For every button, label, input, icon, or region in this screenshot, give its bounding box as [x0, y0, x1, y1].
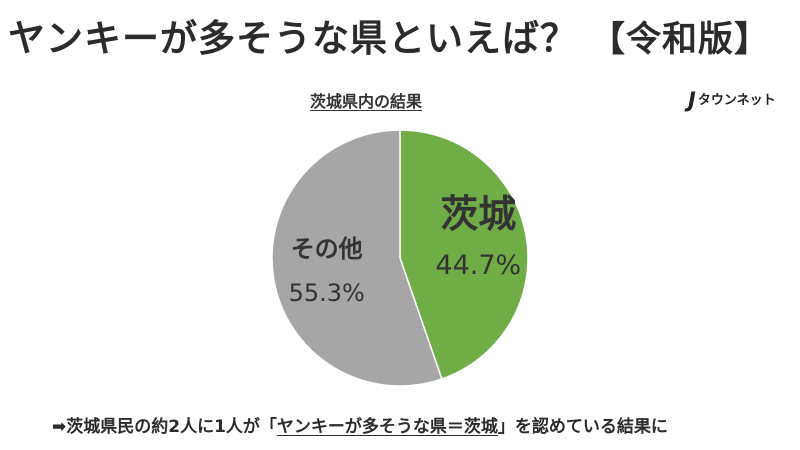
logo-text: タウンネット: [697, 93, 776, 108]
pie-slice-ibaraki: [399, 129, 529, 380]
edition-badge: 【令和版】: [590, 20, 771, 60]
footer-note: ➡茨城県民の約2人に1人が「ヤンキーが多そうな県＝茨城」を認めている結果に: [52, 412, 668, 437]
title-text: ヤンキーが多そうな県といえば？: [8, 17, 578, 60]
pie-labels: 茨城 44.7% その他 55.3%: [289, 192, 522, 307]
footer-quote: ヤンキーが多そうな県＝茨城: [276, 417, 498, 437]
page-title: ヤンキーが多そうな県といえば？ 【令和版】: [8, 8, 798, 62]
pie-slice-other: [271, 129, 443, 387]
pie-slices: [271, 129, 529, 387]
logo-mark: J: [688, 88, 696, 112]
slice-name-other: その他: [291, 235, 363, 263]
arrow-icon: ➡: [52, 417, 67, 437]
townnet-logo: J タウンネット: [688, 90, 776, 111]
slice-name-ibaraki: 茨城: [440, 192, 516, 236]
slice-value-ibaraki: 44.7%: [435, 250, 521, 281]
footer-suffix: 」を認めている結果に: [497, 417, 668, 437]
footer-prefix: 茨城県民の約2人に1人が「: [66, 417, 277, 437]
chart-subtitle: 茨城県内の結果: [310, 92, 423, 111]
slice-value-other: 55.3%: [289, 279, 365, 307]
